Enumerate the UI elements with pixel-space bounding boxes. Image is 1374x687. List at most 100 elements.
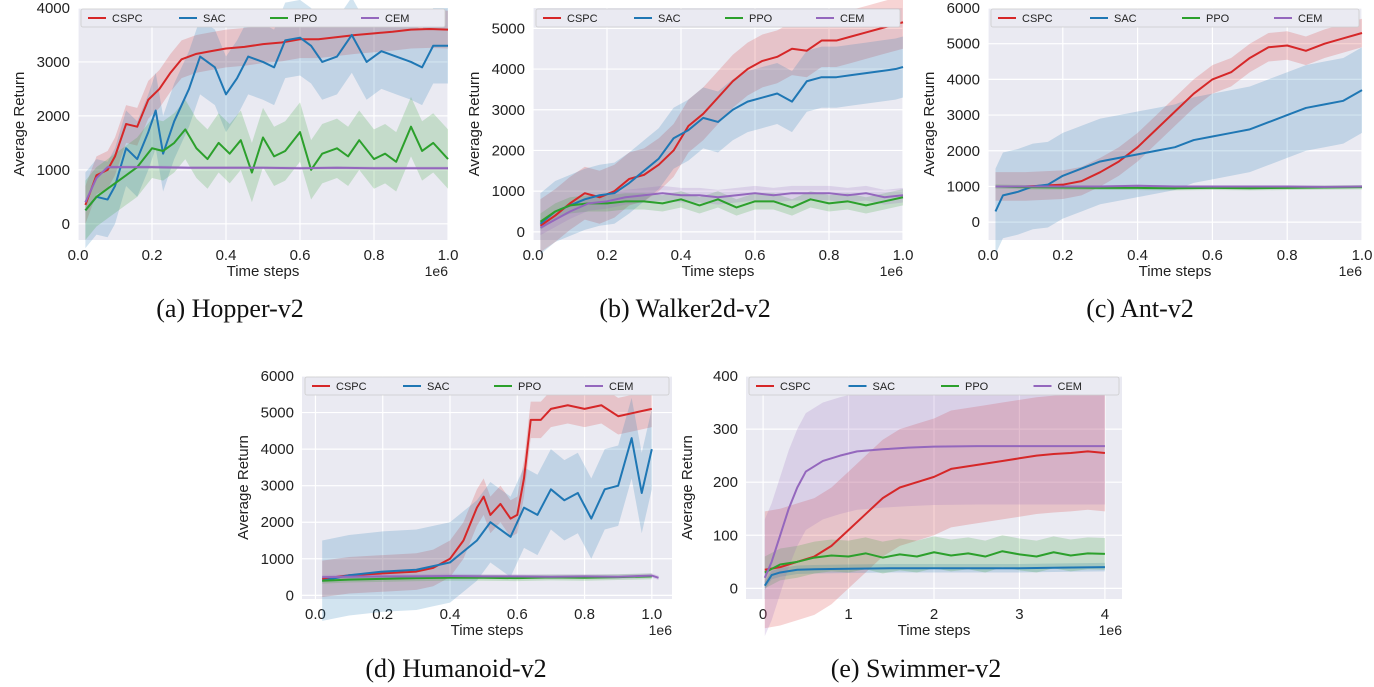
x-tick-label: 0.0 xyxy=(523,247,544,264)
legend-label-sac: SAC xyxy=(1114,13,1137,25)
x-axis-label: Time steps xyxy=(682,263,755,280)
y-tick-label: 3000 xyxy=(37,54,70,71)
caption-ant: (c) Ant-v2 xyxy=(1086,294,1194,323)
x-axis-label: Time steps xyxy=(1139,263,1212,280)
legend-label-cem: CEM xyxy=(385,13,409,25)
y-axis-label: Average Return xyxy=(679,435,696,540)
y-tick-label: 1000 xyxy=(37,162,70,179)
y-tick-label: 2000 xyxy=(37,108,70,125)
series-line-cem xyxy=(539,192,904,229)
x-tick-label: 3 xyxy=(1015,606,1023,623)
legend-label-ppo: PPO xyxy=(294,13,318,25)
x-tick-label: 0.4 xyxy=(1127,247,1148,264)
y-tick-label: 4000 xyxy=(947,71,980,88)
y-tick-label: 6000 xyxy=(947,0,980,17)
x-tick-label: 4 xyxy=(1101,606,1109,623)
chart-hopper: 0.0 0.2 0.4 0.6 0.8 1.0 0 1000 2000 3000 4000 CSPC S… xyxy=(11,0,458,280)
legend-label-cem: CEM xyxy=(840,13,864,25)
x-axis-multiplier: 1e6 xyxy=(1099,622,1123,638)
y-tick-label: 0 xyxy=(62,216,70,233)
y-tick-label: 400 xyxy=(713,368,738,385)
legend-box xyxy=(535,8,901,28)
y-tick-label: 3000 xyxy=(261,478,294,495)
caption-walker2d: (b) Walker2d-v2 xyxy=(599,294,771,323)
series-band-sac xyxy=(85,0,448,249)
y-axis-label: Average Return xyxy=(235,435,252,540)
x-tick-label: 0.0 xyxy=(68,247,89,264)
legend-label-cem: CEM xyxy=(1058,381,1082,393)
series-line-sac xyxy=(763,566,1105,587)
x-tick-label: 0.8 xyxy=(1277,247,1298,264)
x-tick-label: 0.4 xyxy=(440,606,461,623)
chart-humanoid: 0.0 0.2 0.4 0.6 0.8 1.0 0 1000 2000 3000 4000 5000 6… xyxy=(235,368,672,639)
series-line-cem xyxy=(995,184,1363,188)
legend-label-cspc: CSPC xyxy=(780,381,811,393)
x-tick-label: 1.0 xyxy=(893,247,914,264)
legend-box xyxy=(990,8,1360,28)
legend-label-ppo: PPO xyxy=(518,381,542,393)
legend-label-cspc: CSPC xyxy=(336,381,367,393)
chart-ant: 0.0 0.2 0.4 0.6 0.8 1.0 0 1000 2000 3000 4000 5000 6… xyxy=(921,0,1372,280)
legend-box xyxy=(80,8,446,28)
y-tick-label: 0 xyxy=(517,224,525,241)
x-axis-multiplier: 1e6 xyxy=(880,263,904,279)
chart-swimmer: 0 1 2 3 4 0 100 200 300 400 CSPC SAC PPO CEM Time step… xyxy=(679,368,1123,639)
y-axis-label: Average Return xyxy=(921,72,938,177)
series-line-sac xyxy=(321,437,653,582)
series-line-sac xyxy=(84,33,448,211)
x-tick-label: 0.4 xyxy=(216,247,237,264)
series-line-cspc xyxy=(539,21,904,227)
y-tick-label: 1000 xyxy=(261,551,294,568)
x-tick-label: 0.8 xyxy=(574,606,595,623)
x-tick-label: 0.2 xyxy=(597,247,618,264)
y-tick-label: 300 xyxy=(713,421,738,438)
y-tick-label: 200 xyxy=(713,474,738,491)
legend-label-sac: SAC xyxy=(658,13,681,25)
legend-label-sac: SAC xyxy=(427,381,450,393)
x-tick-label: 0.0 xyxy=(978,247,999,264)
y-tick-label: 1000 xyxy=(492,183,525,200)
legend-label-cspc: CSPC xyxy=(112,13,143,25)
plot-area xyxy=(988,8,1362,240)
y-axis-label: Average Return xyxy=(11,72,28,177)
plot-area xyxy=(78,8,448,240)
series-band-ppo xyxy=(764,535,1105,589)
x-tick-label: 0.6 xyxy=(745,247,766,264)
x-tick-label: 0 xyxy=(759,606,767,623)
y-tick-label: 3000 xyxy=(492,102,525,119)
y-tick-label: 0 xyxy=(286,587,294,604)
x-tick-label: 0.2 xyxy=(372,606,393,623)
series-line-cspc xyxy=(995,32,1363,188)
series-band-cspc xyxy=(85,10,449,224)
series-band-cem xyxy=(85,165,449,204)
y-tick-label: 4000 xyxy=(261,441,294,458)
series-line-cspc xyxy=(764,450,1106,571)
x-tick-label: 0.6 xyxy=(1202,247,1223,264)
x-axis-multiplier: 1e6 xyxy=(1339,263,1363,279)
series-line-sac xyxy=(539,66,904,225)
caption-hopper: (a) Hopper-v2 xyxy=(156,294,304,323)
y-tick-label: 6000 xyxy=(261,368,294,385)
x-tick-label: 0.6 xyxy=(290,247,311,264)
series-band-cspc xyxy=(540,0,903,253)
x-axis-multiplier: 1e6 xyxy=(425,263,449,279)
x-tick-label: 0.0 xyxy=(305,606,326,623)
series-band-cspc xyxy=(322,386,652,598)
chart-walker2d: 0.0 0.2 0.4 0.6 0.8 1.0 0 1000 2000 3000 4000 5000 C… xyxy=(466,0,914,280)
y-tick-label: 0 xyxy=(972,214,980,231)
legend-label-sac: SAC xyxy=(203,13,226,25)
series-line-cspc xyxy=(84,28,449,206)
x-axis-label: Time steps xyxy=(451,622,524,639)
series-band-cem xyxy=(540,185,903,236)
y-axis-label: Average Return xyxy=(466,72,483,177)
legend-label-ppo: PPO xyxy=(1206,13,1230,25)
caption-swimmer: (e) Swimmer-v2 xyxy=(830,654,1002,683)
x-tick-label: 0.2 xyxy=(142,247,163,264)
series-line-cem xyxy=(322,574,659,579)
y-tick-label: 5000 xyxy=(947,36,980,53)
legend-label-ppo: PPO xyxy=(965,381,989,393)
y-tick-label: 4000 xyxy=(37,0,70,17)
x-axis-label: Time steps xyxy=(898,622,971,639)
legend-label-cspc: CSPC xyxy=(567,13,598,25)
y-tick-label: 3000 xyxy=(947,107,980,124)
